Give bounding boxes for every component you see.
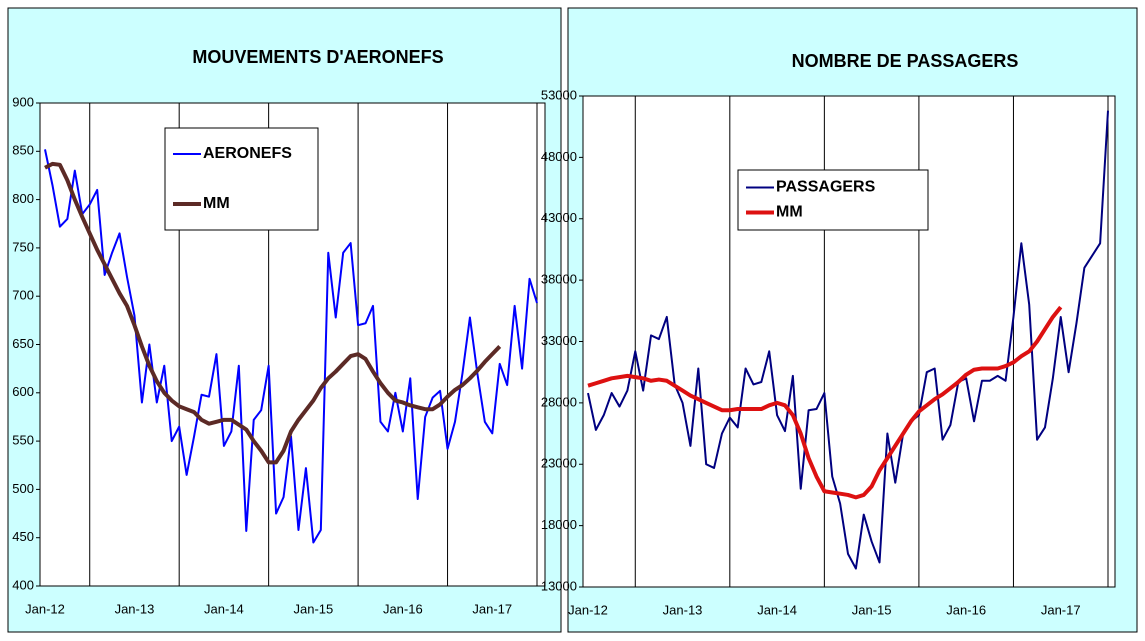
y-tick-label: 400 xyxy=(12,577,34,592)
x-tick-label: Jan-14 xyxy=(757,602,797,617)
legend-label: MM xyxy=(203,195,230,212)
y-tick-label: 600 xyxy=(12,384,34,399)
legend-label: MM xyxy=(776,204,803,221)
y-tick-label: 28000 xyxy=(541,394,577,409)
chart-title: MOUVEMENTS D'AERONEFS xyxy=(192,47,443,67)
y-tick-label: 53000 xyxy=(541,87,577,102)
y-tick-label: 500 xyxy=(12,481,34,496)
x-tick-label: Jan-13 xyxy=(663,602,703,617)
legend-label: AERONEFS xyxy=(203,145,292,162)
legend-box xyxy=(164,127,319,231)
y-tick-label: 700 xyxy=(12,288,34,303)
y-tick-label: 38000 xyxy=(541,272,577,287)
y-tick-label: 750 xyxy=(12,239,34,254)
x-tick-label: Jan-14 xyxy=(204,601,244,616)
x-tick-label: Jan-13 xyxy=(115,601,155,616)
x-tick-label: Jan-12 xyxy=(568,602,608,617)
y-tick-label: 13000 xyxy=(541,578,577,593)
x-tick-label: Jan-15 xyxy=(293,601,333,616)
x-tick-label: Jan-17 xyxy=(1041,602,1081,617)
y-tick-label: 43000 xyxy=(541,210,577,225)
y-tick-label: 18000 xyxy=(541,517,577,532)
chart-title: NOMBRE DE PASSAGERS xyxy=(792,51,1019,71)
y-tick-label: 900 xyxy=(12,94,34,109)
series-line xyxy=(44,161,502,465)
x-tick-label: Jan-12 xyxy=(25,601,65,616)
x-tick-label: Jan-16 xyxy=(946,602,986,617)
y-tick-label: 850 xyxy=(12,143,34,158)
legend-label: PASSAGERS xyxy=(776,179,876,196)
x-tick-label: Jan-16 xyxy=(383,601,423,616)
x-tick-label: Jan-15 xyxy=(852,602,892,617)
y-tick-label: 650 xyxy=(12,336,34,351)
x-tick-label: Jan-17 xyxy=(472,601,512,616)
y-tick-label: 23000 xyxy=(541,456,577,471)
y-tick-label: 800 xyxy=(12,191,34,206)
y-tick-label: 48000 xyxy=(541,149,577,164)
y-tick-label: 450 xyxy=(12,529,34,544)
series-line xyxy=(587,305,1063,500)
legend-box xyxy=(737,169,929,231)
y-tick-label: 550 xyxy=(12,433,34,448)
y-tick-label: 33000 xyxy=(541,333,577,348)
